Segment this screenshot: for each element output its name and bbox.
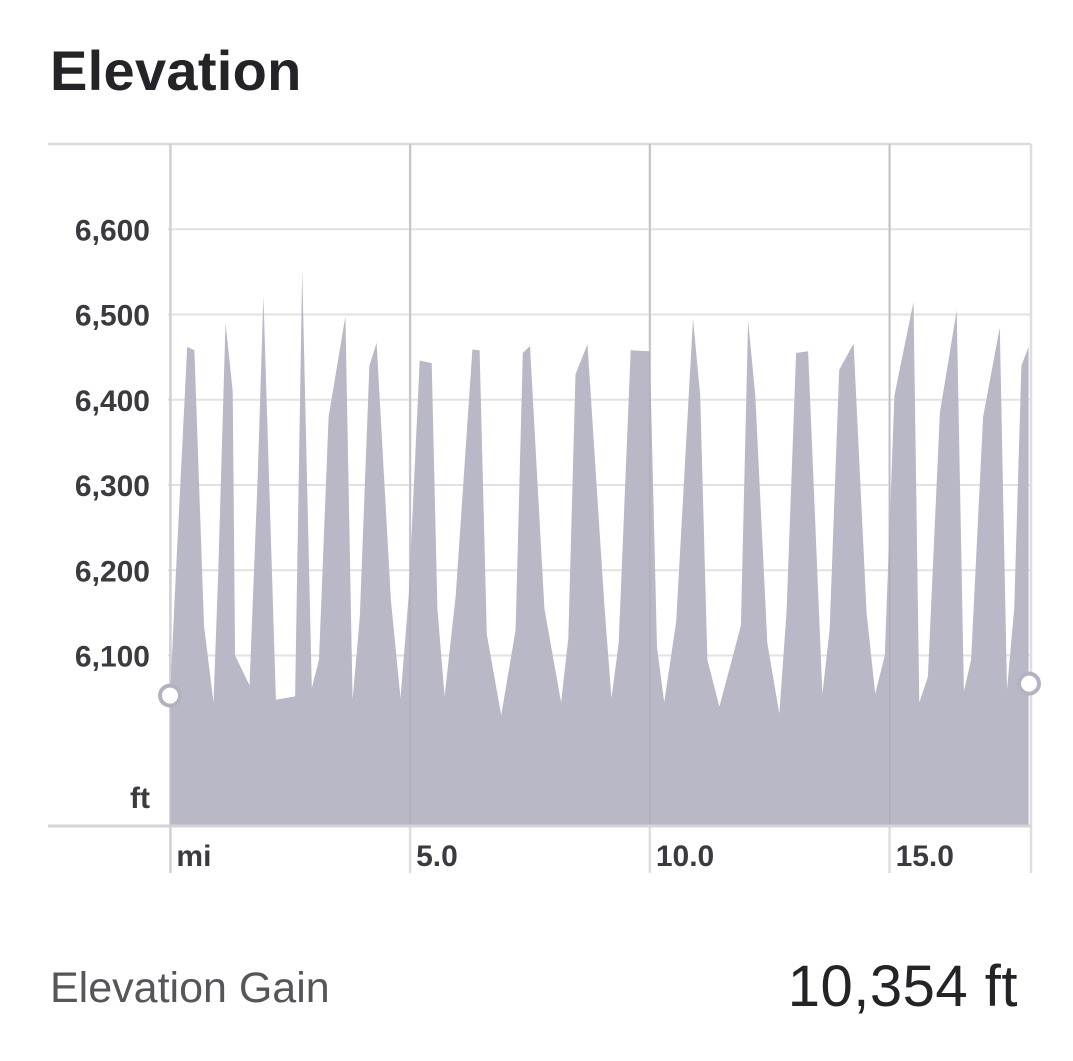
elevation-gain-value: 10,354 ft xyxy=(787,954,1018,1019)
x-tick-label: 10.0 xyxy=(656,840,714,873)
chart-range-markers[interactable] xyxy=(158,671,1041,708)
range-end-handle[interactable] xyxy=(1017,671,1041,696)
page-title: Elevation xyxy=(50,39,302,102)
elevation-area-path xyxy=(170,269,1029,826)
y-tick-label: 6,300 xyxy=(75,470,150,503)
x-axis-unit-label: mi xyxy=(176,840,211,873)
y-tick-label: 6,100 xyxy=(75,641,150,674)
y-tick-label: 6,400 xyxy=(75,385,150,418)
y-tick-label: 6,600 xyxy=(75,214,150,247)
x-tick-label: 15.0 xyxy=(896,840,954,873)
y-tick-label: 6,200 xyxy=(75,555,150,588)
y-tick-label: 6,500 xyxy=(75,300,150,333)
range-start-handle[interactable] xyxy=(158,683,182,708)
x-tick-label: 5.0 xyxy=(416,840,458,873)
elevation-gain-label: Elevation Gain xyxy=(50,964,330,1012)
elevation-area xyxy=(170,144,1029,826)
y-axis-unit-label: ft xyxy=(130,782,150,815)
